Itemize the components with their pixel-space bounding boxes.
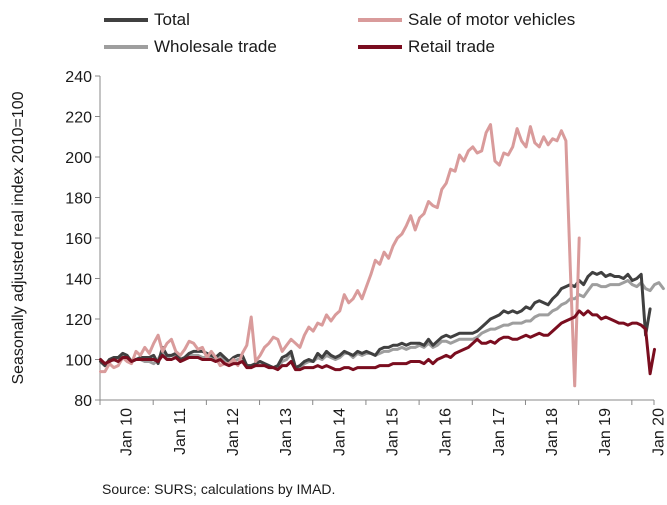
y-tick-label: 100 <box>65 353 92 370</box>
y-tick-label: 220 <box>65 110 92 127</box>
x-tick-label: Jan 18 <box>544 408 561 456</box>
legend-swatch-retail-trade <box>358 45 402 49</box>
y-tick-label: 160 <box>65 231 92 248</box>
x-tick-label: Jan 12 <box>225 408 242 456</box>
y-tick-label: 80 <box>74 393 92 410</box>
y-tick-label: 240 <box>65 69 92 86</box>
y-tick-label: 200 <box>65 150 92 167</box>
y-axis-label: Seasonally adjusted real index 2010=100 <box>10 91 27 384</box>
legend-label-total: Total <box>154 10 190 29</box>
y-tick-label: 180 <box>65 191 92 208</box>
x-tick-label: Jan 17 <box>491 408 508 456</box>
legend-label-wholesale-trade: Wholesale trade <box>154 37 277 56</box>
x-tick-label: Jan 11 <box>172 408 189 455</box>
series-line-sale-of-motor-vehicles <box>99 123 581 388</box>
source-note: Source: SURS; calculations by IMAD. <box>102 481 336 497</box>
x-tick-label: Jan 19 <box>597 408 614 456</box>
x-tick-label: Jan 13 <box>278 408 295 456</box>
series-line-total <box>99 270 652 370</box>
legend-label-retail-trade: Retail trade <box>408 37 495 56</box>
series-line-wholesale-trade <box>99 279 665 370</box>
x-tick-label: Jan 20 <box>650 408 667 456</box>
x-tick-label: Jan 15 <box>385 408 402 456</box>
chart-axes: 80 100 120 140 160 180 200 220 240 Jan 10 Jan 11 Ja… <box>65 69 667 456</box>
legend-swatch-total <box>104 18 148 22</box>
legend-item-wholesale-trade: Wholesale trade <box>104 37 277 57</box>
x-tick-label: Jan 10 <box>119 408 136 456</box>
legend-item-retail-trade: Retail trade <box>358 37 495 57</box>
y-tick-label: 120 <box>65 312 92 329</box>
legend-item-total: Total <box>104 10 190 30</box>
legend-label-sale-of-motor-vehicles: Sale of motor vehicles <box>408 10 576 29</box>
x-tick-label: Jan 14 <box>331 408 348 456</box>
legend-swatch-wholesale-trade <box>104 45 148 49</box>
legend-item-sale-of-motor-vehicles: Sale of motor vehicles <box>358 10 575 30</box>
chart-series-lines <box>99 123 665 388</box>
y-tick-label: 140 <box>65 272 92 289</box>
legend-swatch-sale-of-motor-vehicles <box>358 18 402 22</box>
series-line-retail-trade <box>99 309 656 376</box>
x-tick-label: Jan 16 <box>438 408 455 456</box>
